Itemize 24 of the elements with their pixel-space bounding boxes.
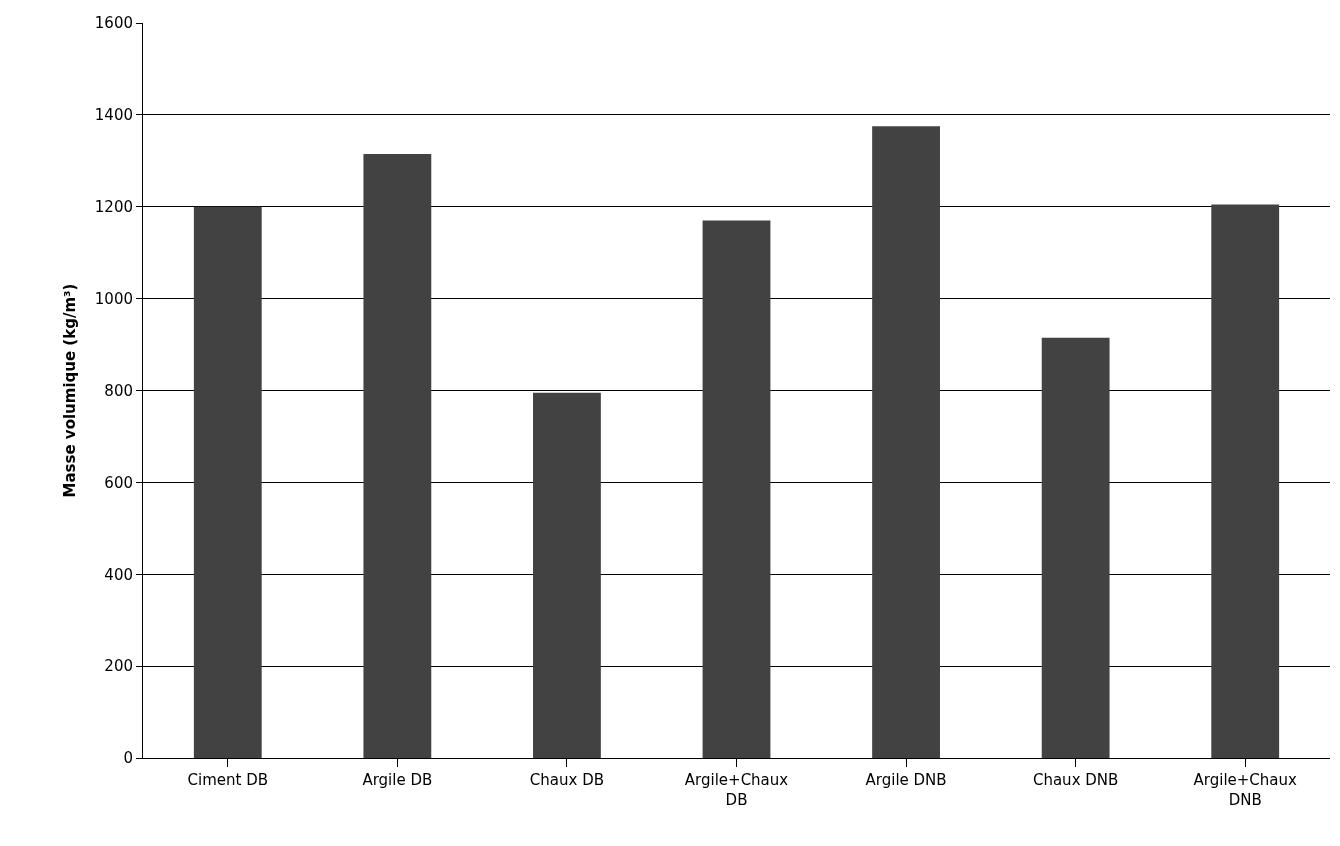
y-tick-label: 800 [104,381,133,400]
y-tick-label: 1200 [94,198,133,216]
y-tick-label: 1000 [94,289,133,308]
x-tick-label: Chaux DB [529,771,605,789]
y-tick-label: 600 [104,473,133,492]
y-tick-label: 1600 [94,14,133,33]
bar [193,206,262,758]
y-tick-label: 0 [123,749,133,768]
x-tick-label: Argile DNB [865,771,947,789]
bar [1041,337,1110,758]
x-tick-label: Argile+Chaux DB [684,771,789,809]
bar [1211,204,1280,758]
y-tick-label: 400 [104,565,133,584]
bar [363,153,432,758]
y-axis-title: Masse volumique (kg/m³) [61,283,80,498]
x-tick-label: Chaux DNB [1032,771,1119,789]
y-tick-label: 200 [104,657,133,676]
y-tick-label: 1400 [94,106,133,125]
x-tick-label: Argile+Chaux DNB [1193,771,1298,809]
x-tick-label: Argile DB [362,771,433,789]
bar [702,220,771,758]
bar [872,126,940,758]
bar [533,392,601,758]
x-tick-label: Ciment DB [187,771,269,789]
